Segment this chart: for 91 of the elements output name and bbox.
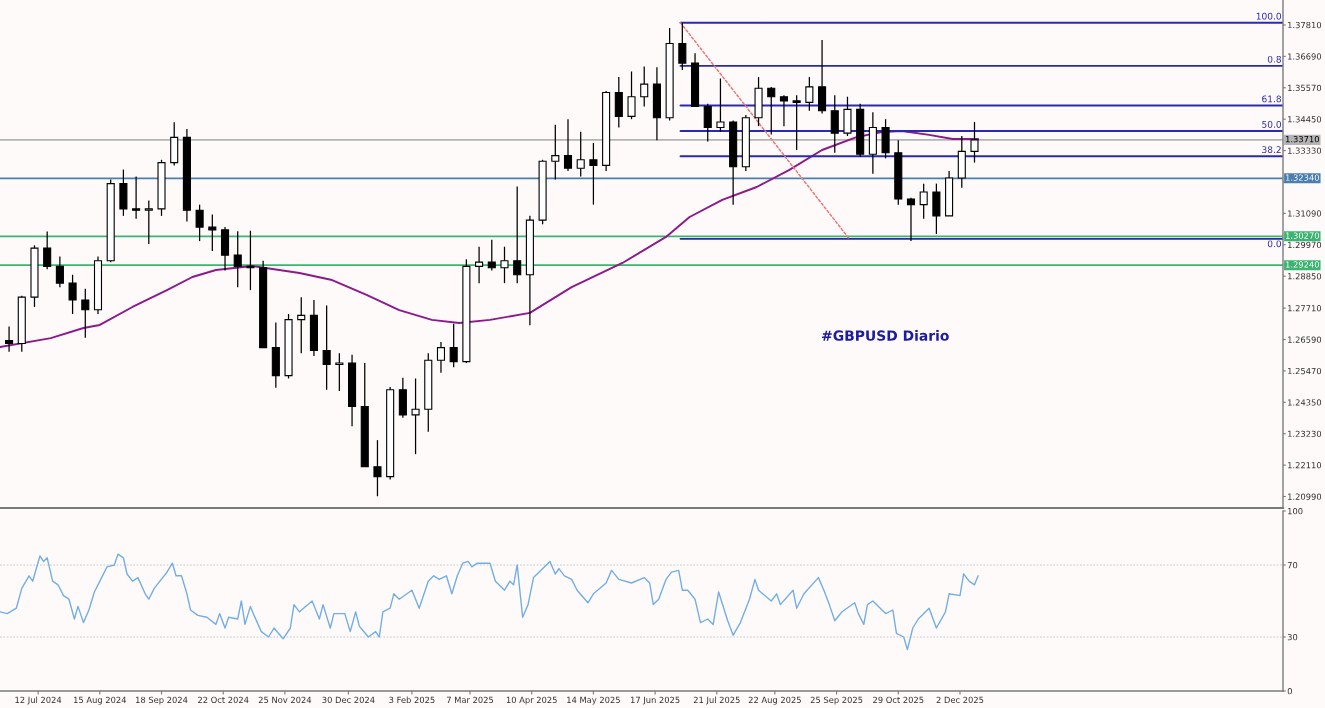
candlestick — [830, 94, 839, 154]
ref-line-label: 1.29240 — [1286, 261, 1319, 268]
candlestick — [792, 94, 801, 151]
series-label: 100.0 — [1256, 12, 1282, 20]
series-label: 61.8 — [1262, 95, 1281, 103]
candlestick — [627, 70, 636, 120]
candlestick — [932, 183, 941, 235]
x-tick-label: 22 Oct 2024 — [198, 696, 249, 704]
y-tick-label: 1.28850 — [1288, 273, 1322, 280]
candlestick — [5, 325, 14, 353]
candlestick — [500, 246, 509, 284]
x-tick-label: 29 Oct 2025 — [873, 696, 924, 704]
ref-line-label: 1.30270 — [1286, 232, 1319, 239]
candlestick — [843, 96, 852, 137]
y-tick-label: 1.37810 — [1288, 21, 1322, 29]
candlestick — [576, 131, 585, 178]
candlestick — [233, 230, 242, 288]
candlestick — [818, 39, 827, 115]
candlestick — [805, 76, 814, 112]
x-tick-label: 30 Dec 2024 — [322, 696, 375, 704]
candlestick — [297, 296, 306, 354]
candlestick — [449, 323, 458, 368]
y-tick-label: 1.27710 — [1288, 305, 1322, 312]
x-tick-label: 7 Mar 2025 — [446, 696, 494, 704]
candlestick — [436, 341, 446, 374]
x-tick-label: 22 Aug 2025 — [748, 696, 801, 705]
x-tick-label: 17 Jun 2025 — [630, 696, 680, 705]
x-tick-label: 15 Aug 2024 — [74, 696, 127, 705]
candlestick — [767, 86, 776, 136]
candlestick — [132, 175, 141, 220]
candlestick — [614, 76, 623, 129]
candlestick — [475, 246, 484, 284]
candlestick — [513, 185, 522, 284]
candlestick — [563, 118, 573, 172]
y-tick-label: 1.29970 — [1288, 241, 1322, 249]
candlestick — [919, 183, 928, 220]
candlestick — [195, 204, 204, 242]
line-series — [0, 129, 980, 349]
x-tick-label: 25 Nov 2024 — [258, 696, 312, 704]
x-tick-label: 12 Jul 2024 — [15, 696, 62, 705]
y-tick-label: 1.24350 — [1288, 399, 1322, 406]
candlestick — [144, 199, 153, 245]
candlestick — [68, 274, 77, 315]
candlestick — [373, 439, 382, 497]
y-tick-label: 1.22110 — [1288, 462, 1322, 469]
candlestick — [208, 213, 217, 252]
y-tick-label: 1.31090 — [1288, 210, 1322, 217]
ref-line-label: 1.33710 — [1286, 136, 1319, 143]
series-label: 0.8 — [1267, 55, 1281, 63]
y-tick-label: 1.20990 — [1288, 493, 1322, 500]
y-tick-label: 1.35570 — [1288, 84, 1322, 92]
x-tick-label: 10 Apr 2025 — [506, 696, 557, 705]
y-tick-label: 1.34450 — [1288, 116, 1322, 123]
ref-line-label: 1.32340 — [1286, 174, 1319, 181]
candlestick — [716, 77, 725, 133]
candlestick — [411, 377, 420, 455]
candlestick — [970, 121, 979, 164]
x-tick-label: 14 May 2025 — [567, 696, 620, 705]
y-tick-label: 0 — [1287, 687, 1292, 695]
candlestick — [43, 230, 52, 270]
line-series — [0, 553, 979, 651]
candlestick — [703, 103, 712, 143]
series-label: 50.0 — [1262, 120, 1282, 128]
candlestick — [322, 304, 331, 391]
series-label: 38.2 — [1262, 146, 1281, 154]
y-tick-label: 1.25470 — [1288, 367, 1322, 375]
y-tick-label: 70 — [1287, 561, 1298, 569]
candlestick — [589, 142, 598, 206]
candlestick — [81, 288, 90, 339]
candlestick — [246, 230, 255, 291]
candlestick — [55, 255, 64, 288]
annotation: #GBPUSD Diario — [822, 330, 949, 341]
candlestick — [678, 22, 687, 71]
candlestick — [779, 94, 789, 127]
candlestick — [551, 124, 560, 181]
y-tick-label: 1.36690 — [1288, 53, 1322, 60]
y-tick-label: 1.33330 — [1288, 147, 1322, 154]
series-label: 0.0 — [1267, 240, 1282, 248]
y-tick-label: 1.26590 — [1288, 336, 1322, 343]
y-tick-label: 1.23230 — [1288, 430, 1322, 437]
candlestick — [487, 239, 496, 272]
candlestick — [640, 65, 649, 108]
candlestick — [906, 197, 916, 242]
x-tick-label: 21 Jul 2025 — [693, 696, 740, 705]
y-tick-label: 30 — [1287, 633, 1298, 641]
candlestick — [335, 352, 344, 392]
x-tick-label: 2 Dec 2025 — [936, 696, 984, 704]
y-tick-label: 100 — [1288, 507, 1303, 515]
x-tick-label: 3 Feb 2025 — [389, 696, 435, 704]
x-tick-label: 25 Sep 2025 — [810, 696, 863, 705]
x-tick-label: 18 Sep 2024 — [136, 696, 188, 705]
